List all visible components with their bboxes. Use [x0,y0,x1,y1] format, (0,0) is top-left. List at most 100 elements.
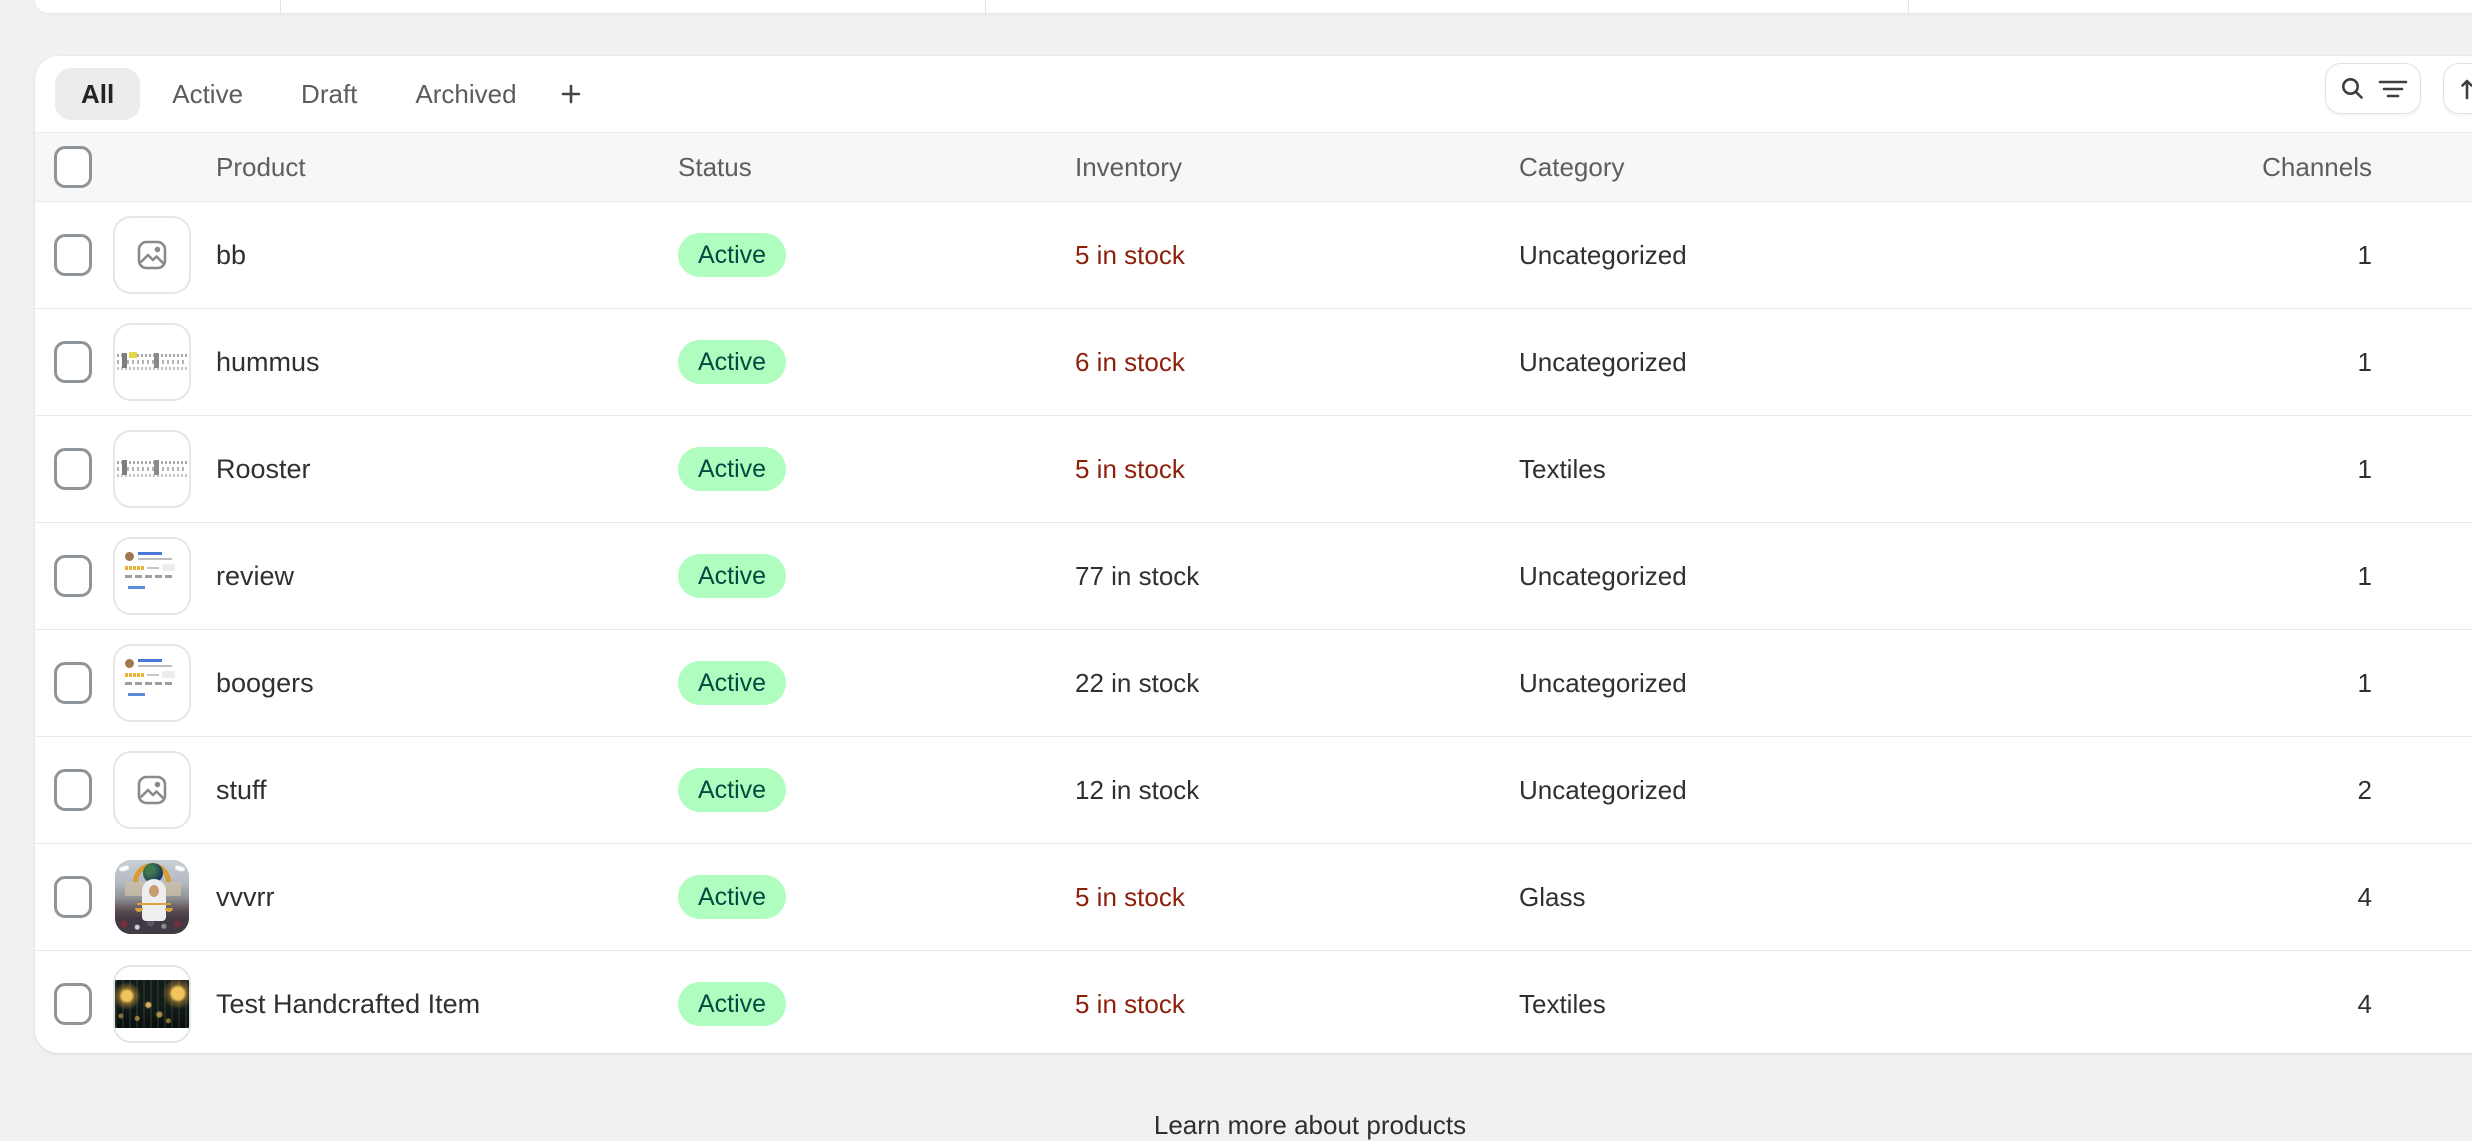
row-checkbox[interactable] [54,769,92,811]
sort-arrows-icon [2461,79,2472,99]
filter-icon [2378,80,2407,97]
channels-count: 1 [2357,346,2372,377]
review-avatar [125,552,134,561]
channels-count: 1 [2357,560,2372,591]
category-value: Glass [1519,881,1586,912]
product-name[interactable]: bb [216,239,247,270]
status-badge: Active [678,875,787,919]
product-name[interactable]: hummus [216,346,320,377]
channels-count: 2 [2357,774,2372,805]
review-thumb [115,539,189,613]
review-avatar [125,659,134,668]
category-value: Uncategorized [1519,239,1687,270]
row-checkbox[interactable] [54,555,92,597]
product-table-row[interactable]: Test Handcrafted Item Active 5 in stock … [35,951,2472,1053]
product-table-row[interactable]: Rooster Active 5 in stock Textiles 1 [35,416,2472,523]
tab-active[interactable]: Active [146,68,269,121]
product-name[interactable]: review [216,560,295,591]
review-stars [125,566,144,570]
metrics-divider [1908,0,1909,13]
category-value: Textiles [1519,988,1606,1019]
status-badge: Active [678,982,787,1026]
search-and-filter-button[interactable] [2325,63,2421,114]
product-thumbnail [113,216,191,294]
inventory-value: 12 in stock [1075,774,1200,805]
product-thumbnail [113,537,191,615]
tab-draft[interactable]: Draft [275,68,383,121]
product-name[interactable]: vvvrr [216,881,275,912]
product-table-row[interactable]: boogers Active 22 in stock Uncategorized… [35,630,2472,737]
product-table-body: bb Active 5 in stock Uncategorized 1 [35,202,2472,1053]
image-placeholder-icon [137,240,167,270]
products-card: All Active Draft Archived [35,56,2472,1053]
product-name[interactable]: Rooster [216,453,311,484]
sort-button[interactable] [2443,63,2472,114]
row-checkbox[interactable] [54,448,92,490]
status-badge: Active [678,661,787,705]
column-header-channels: Channels [2262,151,2372,182]
clocks-photo-thumb [115,980,189,1028]
channels-count: 1 [2357,453,2372,484]
spreadsheet-thumb-strip [117,459,187,480]
inventory-value: 5 in stock [1075,453,1185,484]
channels-count: 4 [2357,988,2372,1019]
status-badge: Active [678,340,787,384]
status-badge: Active [678,554,787,598]
inventory-value: 5 in stock [1075,239,1185,270]
inventory-value: 77 in stock [1075,560,1200,591]
column-header-category: Category [1519,151,1625,182]
product-name[interactable]: boogers [216,667,314,698]
product-table-row[interactable]: hummus Active 6 in stock Uncategorized 1 [35,309,2472,416]
column-header-status: Status [678,151,752,182]
search-icon [2341,78,2363,99]
products-index-page: { "view_tabs": { "items": [ {"label": "A… [35,0,2472,1140]
product-thumbnail [113,965,191,1043]
review-stars [125,673,144,677]
view-tabs-bar: All Active Draft Archived [35,56,2472,133]
product-name[interactable]: Test Handcrafted Item [216,988,481,1019]
channels-count: 1 [2357,239,2372,270]
row-checkbox[interactable] [54,983,92,1025]
inventory-value: 5 in stock [1075,881,1185,912]
category-value: Uncategorized [1519,346,1687,377]
cutoff-metrics-card-bottom [35,0,2472,13]
inventory-value: 5 in stock [1075,988,1185,1019]
select-all-checkbox[interactable] [54,146,92,188]
product-table-row[interactable]: stuff Active 12 in stock Uncategorized 2 [35,737,2472,844]
category-value: Textiles [1519,453,1606,484]
view-tabs: All Active Draft Archived [55,67,543,121]
product-table-row[interactable]: review Active 77 in stock Uncategorized … [35,523,2472,630]
product-thumbnail [113,644,191,722]
status-badge: Active [678,447,787,491]
column-header-inventory: Inventory [1075,151,1182,182]
metrics-divider [280,0,281,13]
product-thumbnail [113,323,191,401]
product-thumbnail [113,858,191,936]
image-placeholder-icon [137,775,167,805]
inventory-value: 6 in stock [1075,346,1185,377]
add-view-button[interactable] [543,70,599,118]
spreadsheet-thumb-strip [117,352,187,373]
plus-icon [561,84,580,104]
justice-photo-thumb [115,860,189,934]
inventory-value: 22 in stock [1075,667,1200,698]
metrics-divider [985,0,986,13]
row-checkbox[interactable] [54,234,92,276]
product-thumbnail [113,430,191,508]
row-checkbox[interactable] [54,662,92,704]
learn-more-products-link[interactable]: Learn more about products [1153,1110,1467,1140]
product-name[interactable]: stuff [216,774,267,805]
tab-all[interactable]: All [55,67,141,121]
tab-archived[interactable]: Archived [389,68,542,121]
product-table-row[interactable]: vvvrr Active 5 in stock Glass 4 [35,844,2472,951]
review-thumb [115,646,189,720]
row-checkbox[interactable] [54,341,92,383]
category-value: Uncategorized [1519,774,1687,805]
status-badge: Active [678,233,787,277]
product-thumbnail [113,751,191,829]
row-checkbox[interactable] [54,876,92,918]
status-badge: Active [678,768,787,812]
column-header-product: Product [216,151,306,182]
category-value: Uncategorized [1519,667,1687,698]
product-table-row[interactable]: bb Active 5 in stock Uncategorized 1 [35,202,2472,309]
